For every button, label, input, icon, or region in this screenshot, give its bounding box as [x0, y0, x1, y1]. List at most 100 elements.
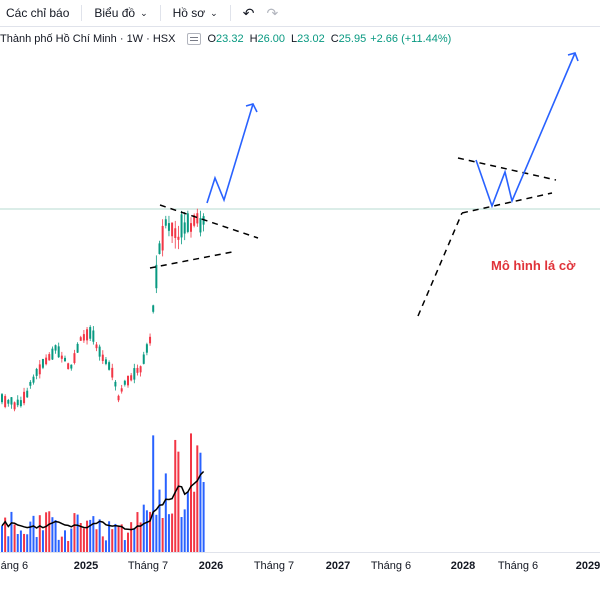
- toolbar-divider: [229, 5, 231, 21]
- volume-bar: [167, 514, 170, 552]
- redo-icon[interactable]: ↷: [266, 4, 279, 21]
- candle-body: [123, 380, 126, 385]
- volume-bar: [98, 519, 101, 552]
- toolbar-divider: [159, 5, 161, 21]
- candle-body: [177, 236, 180, 240]
- volume-bar: [136, 512, 139, 552]
- chart-type-dropdown[interactable]: Biểu đồ ⌄: [88, 0, 153, 26]
- chart-type-label: Biểu đồ: [94, 6, 136, 20]
- candle-body: [95, 344, 98, 349]
- volume-bar: [95, 529, 98, 552]
- candle-body: [127, 375, 129, 386]
- profile-dropdown[interactable]: Hồ sơ ⌄: [167, 0, 224, 26]
- candle-body: [48, 354, 51, 361]
- volume-bar: [48, 511, 51, 552]
- pattern-lower-line: [461, 192, 553, 214]
- projection-arrows[interactable]: [206, 52, 579, 209]
- candle-body: [104, 359, 107, 364]
- close-value: 25.95: [338, 33, 367, 45]
- projection-path-right: [475, 52, 576, 209]
- candle-body: [149, 336, 152, 344]
- axis-tick: Tháng 6: [0, 560, 29, 572]
- candle-body: [164, 219, 167, 226]
- candle-body: [82, 334, 85, 341]
- volume-bar: [41, 530, 44, 552]
- candle-body: [136, 367, 139, 373]
- candle-body: [7, 399, 10, 404]
- candle-body: [167, 223, 170, 231]
- volume-bar: [177, 451, 180, 552]
- volume-bar: [57, 539, 60, 552]
- top-toolbar: Các chỉ báo Biểu đồ ⌄ Hồ sơ ⌄ ↶ ↷: [0, 0, 600, 27]
- volume-bar: [35, 537, 38, 552]
- candle-body: [130, 375, 133, 381]
- axis-tick: 2027: [325, 560, 351, 572]
- pattern-upper-line: [457, 157, 557, 181]
- indicators-label: Các chỉ báo: [6, 6, 70, 20]
- candle-body: [180, 214, 183, 238]
- indicators-button[interactable]: Các chỉ báo: [0, 0, 75, 26]
- close-key: C: [330, 33, 339, 45]
- volume-bar: [64, 530, 66, 552]
- time-axis[interactable]: Tháng 6 2025 Tháng 7 2026 Tháng 7 2027 T…: [0, 552, 600, 601]
- volume-bar: [19, 530, 22, 552]
- candle-body: [54, 345, 57, 351]
- low-value: 23.02: [297, 33, 325, 45]
- volume-bar: [16, 534, 19, 552]
- volume-bar: [79, 522, 82, 552]
- candle-body: [64, 357, 66, 362]
- volume-bar: [161, 518, 164, 552]
- candle-body: [114, 381, 117, 387]
- volume-bar: [45, 512, 48, 552]
- candle-body: [1, 394, 3, 403]
- candle-body: [70, 364, 73, 369]
- volume-bar: [32, 515, 35, 552]
- volume-bar: [23, 533, 26, 552]
- candle-body: [98, 346, 101, 357]
- candle-body: [38, 364, 41, 375]
- volume-bar: [145, 510, 148, 552]
- pattern-pole-line: [417, 212, 463, 317]
- candle-body: [32, 376, 35, 383]
- volume-bar: [180, 517, 183, 552]
- flag-pattern-drawing[interactable]: [149, 157, 557, 317]
- axis-tick: 2028: [450, 560, 476, 572]
- axis-tick: Tháng 7: [253, 560, 295, 572]
- undo-icon[interactable]: ↶: [242, 4, 255, 21]
- candle-body: [86, 329, 89, 341]
- arrow-head-icon: [245, 103, 258, 113]
- symbol-title[interactable]: Thành phố Hồ Chí Minh · 1W · HSX: [0, 33, 176, 45]
- candle-body: [76, 343, 79, 353]
- candle-body: [89, 327, 92, 339]
- chevron-down-icon: ⌄: [210, 7, 218, 18]
- candle-body: [196, 213, 199, 224]
- volume-bar: [114, 523, 117, 552]
- candle-body: [174, 228, 177, 238]
- volume-bar: [60, 536, 63, 552]
- change-value: +2.66 (+11.44%): [370, 33, 452, 45]
- volume-bar: [117, 525, 120, 552]
- candlesticks: [1, 208, 205, 412]
- volume-bar: [155, 514, 158, 552]
- volume-bar: [171, 513, 174, 552]
- projection-path-left: [206, 103, 254, 204]
- candle-body: [73, 353, 76, 363]
- candle-body: [133, 368, 136, 380]
- volume-bar: [149, 511, 152, 552]
- volume-bar: [174, 439, 177, 552]
- volume-bar: [127, 532, 129, 552]
- volume-bar: [139, 522, 142, 552]
- axis-tick: Tháng 6: [497, 560, 539, 572]
- volume-bar: [183, 509, 186, 552]
- axis-tick: 2029: [575, 560, 600, 572]
- candle-body: [190, 223, 192, 232]
- volume-bar: [67, 540, 70, 552]
- candle-body: [29, 381, 32, 386]
- candle-body: [23, 391, 26, 404]
- chevron-down-icon: ⌄: [140, 7, 148, 18]
- settings-icon[interactable]: [187, 33, 202, 45]
- price-chart[interactable]: [0, 0, 600, 552]
- volume-bar: [76, 514, 79, 552]
- candle-body: [108, 362, 111, 370]
- candle-body: [145, 344, 148, 353]
